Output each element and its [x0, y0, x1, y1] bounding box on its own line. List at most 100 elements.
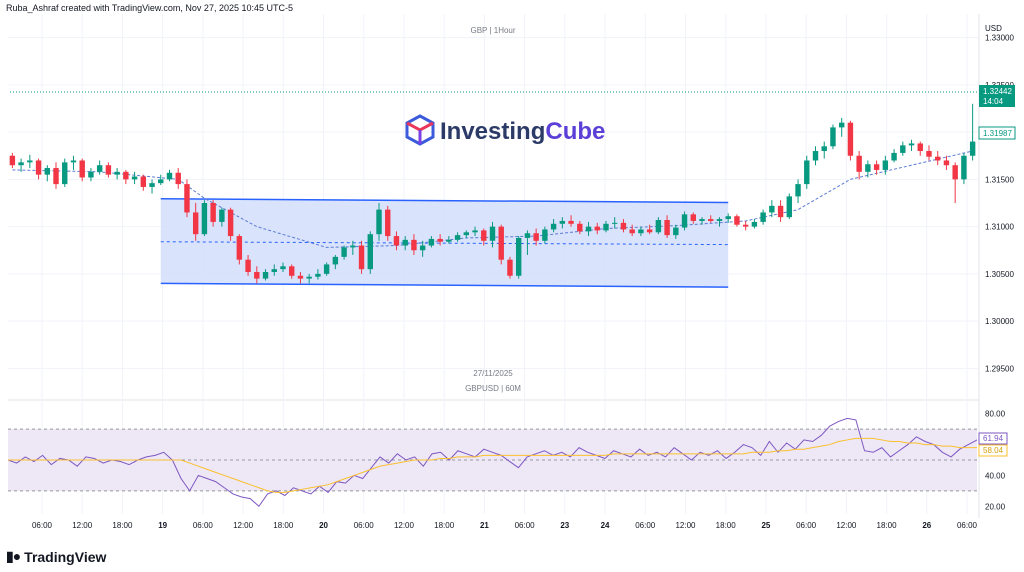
candle-body — [184, 184, 190, 213]
candle-body — [201, 203, 208, 235]
time-tick-label: 18:00 — [112, 521, 133, 530]
candle-body — [734, 216, 740, 225]
price-tick-label: 1.31500 — [985, 175, 1014, 184]
time-tick-label: 18:00 — [434, 521, 455, 530]
channel-upper-line — [160, 197, 729, 204]
candle-body — [603, 223, 609, 231]
candle-body — [96, 165, 103, 172]
candle-body — [245, 259, 251, 272]
candle-body — [315, 273, 321, 277]
candle-body — [393, 236, 400, 246]
candle-body — [620, 222, 627, 230]
rsi-line — [7, 417, 978, 508]
svg-text:InvestingCube: InvestingCube — [440, 118, 605, 145]
candle-body — [515, 237, 522, 276]
time-tick-label: 23 — [560, 521, 569, 530]
time-tick-label: 18:00 — [716, 521, 737, 530]
currency-label: USD — [985, 24, 1002, 33]
consolidation-channel[interactable] — [160, 197, 729, 288]
candle-body — [419, 245, 426, 251]
price-tick-label: 1.30000 — [985, 317, 1014, 326]
time-tick-label: 06:00 — [354, 521, 375, 530]
candle-body — [795, 184, 801, 197]
channel-lower-line — [160, 282, 729, 288]
candle-body — [140, 176, 147, 187]
candle-body — [323, 264, 330, 274]
time-axis[interactable]: 06:00 12:00 18:00 19 06:00 12:00 18:00 20 06:00 1… — [32, 521, 978, 530]
candle-body — [472, 230, 478, 233]
ma-price-tag: 1.31987 — [978, 126, 1016, 140]
candle-body — [838, 122, 845, 128]
rsi-axis[interactable]: 80.00 40.00 20.00 — [985, 410, 1006, 512]
candle-body — [192, 212, 199, 235]
candle-body — [306, 276, 312, 279]
candle-body — [524, 233, 531, 238]
candle-body — [437, 238, 443, 242]
time-tick-label: 06:00 — [193, 521, 214, 530]
candle-body — [385, 209, 391, 237]
time-tick-label: 12:00 — [675, 521, 696, 530]
candle-body — [699, 219, 705, 221]
tradingview-brand-text: TradingView — [24, 548, 107, 565]
candle-body — [577, 223, 583, 232]
candle-body — [166, 172, 173, 180]
candle-body — [673, 227, 679, 236]
rsi-tick-label: 80.00 — [985, 410, 1006, 419]
candle-body — [629, 229, 635, 234]
candle-body — [149, 183, 155, 187]
time-tick-label: 12:00 — [394, 521, 415, 530]
candle-body — [847, 122, 854, 156]
candle-body — [254, 271, 260, 279]
candle-body — [18, 162, 24, 166]
candle-body — [769, 205, 775, 213]
candle-body — [53, 168, 59, 185]
candle-body — [236, 236, 243, 260]
candle-body — [507, 259, 513, 276]
candle-body — [62, 162, 68, 185]
candle-body — [646, 229, 653, 233]
rsi-ma-value-tag: 58.04 — [978, 444, 1008, 457]
price-tick-label: 1.29500 — [985, 364, 1014, 373]
time-tick-label: 12:00 — [72, 521, 93, 530]
candle-body — [280, 266, 286, 270]
countdown-value: 14:04 — [983, 97, 1004, 106]
candle-body — [961, 155, 967, 180]
rsi-value: 61.94 — [983, 434, 1004, 443]
candle-body — [341, 247, 347, 257]
candle-body — [882, 160, 889, 170]
candle-body — [411, 239, 417, 251]
rsi-tick-label: 20.00 — [985, 502, 1006, 511]
candle-body — [550, 223, 557, 230]
candle-body — [428, 238, 435, 246]
candle-body — [158, 179, 164, 184]
tradingview-logo-icon: ▮● — [6, 548, 21, 564]
candle-body — [271, 269, 277, 272]
time-tick-label: 19 — [158, 521, 167, 530]
candle-body — [105, 165, 112, 175]
candle-body — [44, 168, 50, 175]
candle-body — [742, 224, 749, 227]
price-axis[interactable]: 1.330001.325001.320001.315001.310001.305… — [985, 34, 1014, 374]
price-tick-label: 1.30500 — [985, 270, 1014, 279]
time-tick-label: 25 — [761, 521, 770, 530]
rsi-pane[interactable] — [7, 417, 978, 508]
price-tick-label: 1.33000 — [985, 34, 1014, 43]
candle-body — [79, 160, 85, 178]
candle-body — [917, 143, 923, 152]
candle-body — [943, 160, 950, 166]
tradingview-brand[interactable]: ▮● TradingView — [6, 548, 106, 565]
candle-body — [681, 214, 688, 228]
candle-body — [446, 239, 452, 242]
candle-body — [542, 229, 548, 241]
rsi-value-tag: 61.94 — [978, 432, 1008, 445]
candles — [9, 103, 976, 284]
time-tick-label: 06:00 — [957, 521, 978, 530]
candle-body — [856, 155, 862, 172]
candle-body — [708, 219, 714, 221]
candle-body — [908, 143, 915, 146]
candle-body — [489, 226, 496, 241]
candle-body — [594, 226, 600, 231]
time-tick-label: 06:00 — [32, 521, 53, 530]
time-tick-label: 12:00 — [836, 521, 857, 530]
